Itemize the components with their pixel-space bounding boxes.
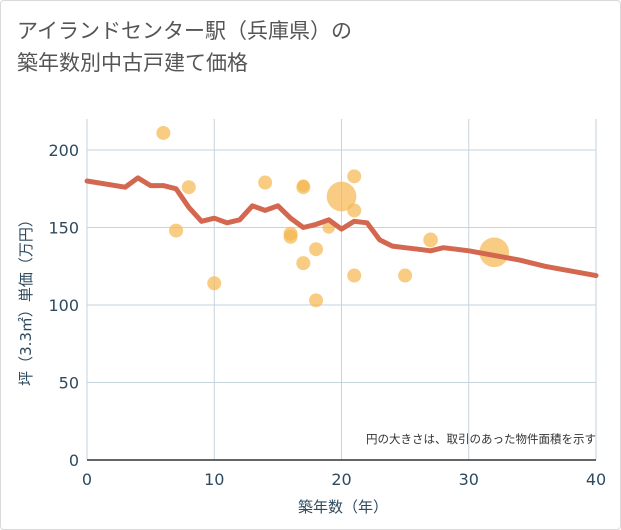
data-bubble — [207, 276, 222, 291]
x-tick-label: 30 — [459, 470, 479, 489]
data-bubble — [326, 181, 357, 212]
data-bubble — [181, 180, 196, 195]
data-bubble — [156, 125, 171, 140]
grid — [86, 119, 597, 460]
data-bubble — [169, 223, 184, 238]
trend-line-series — [84, 175, 599, 279]
axes: 0 50 100 150 200 0 10 20 30 40 — [48, 141, 606, 489]
x-tick-label: 40 — [586, 470, 606, 489]
y-tick-label: 200 — [48, 141, 79, 160]
data-bubble — [283, 226, 298, 241]
chart-title-line-1: アイランドセンター駅（兵庫県）の — [17, 19, 352, 43]
y-tick-label: 0 — [69, 451, 79, 470]
data-bubble — [347, 268, 362, 283]
x-tick-label: 20 — [331, 470, 351, 489]
chart-title: アイランドセンター駅（兵庫県）の 築年数別中古戸建て価格 — [17, 15, 352, 79]
trend-line — [84, 175, 599, 279]
y-tick-label: 150 — [48, 219, 79, 238]
x-axis-title: 築年数（年） — [298, 498, 388, 516]
x-tick-label: 0 — [82, 470, 92, 489]
data-bubble — [296, 256, 311, 271]
data-bubble — [347, 169, 362, 184]
data-bubble — [309, 242, 324, 257]
chart-title-line-2: 築年数別中古戸建て価格 — [17, 51, 248, 75]
data-bubble — [309, 293, 324, 308]
data-bubble — [258, 175, 273, 190]
y-tick-label: 50 — [59, 374, 79, 393]
data-bubble — [423, 232, 438, 248]
data-bubble — [347, 203, 362, 218]
size-legend-note: 円の大きさは、取引のあった物件面積を示す — [366, 432, 596, 446]
data-bubble — [297, 179, 310, 192]
data-bubble — [479, 237, 510, 268]
bubble-series — [156, 125, 510, 308]
x-tick-label: 10 — [204, 470, 224, 489]
y-axis-title: 坪（3.3㎡）単価（万円） — [17, 212, 35, 386]
data-bubble — [398, 268, 413, 283]
y-tick-label: 100 — [48, 296, 79, 315]
